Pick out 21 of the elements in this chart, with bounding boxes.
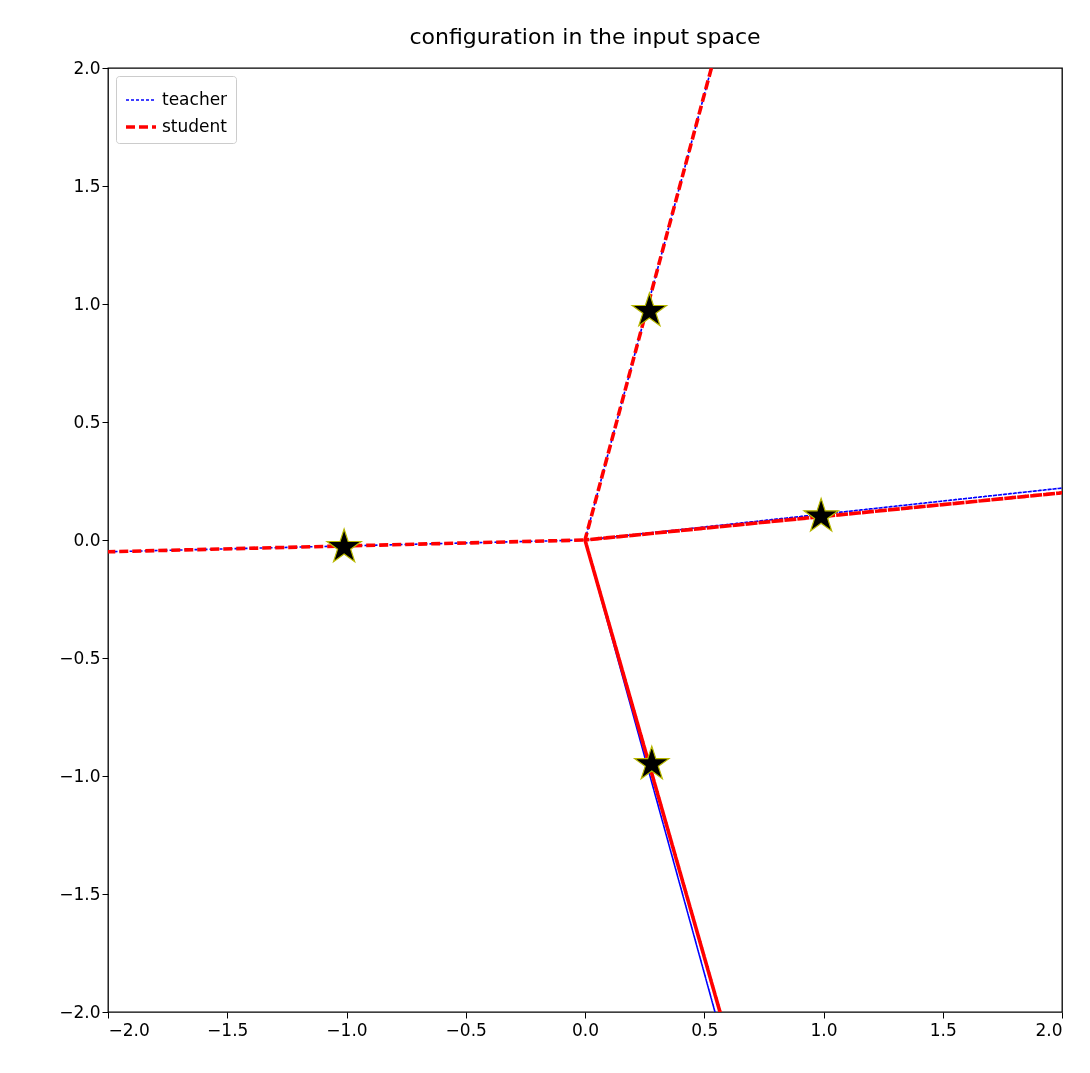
y-tick-label: 1.5 [73,175,101,196]
legend-label: teacher [162,89,228,109]
x-tick-label: −0.5 [445,1019,487,1040]
y-tick-label: −1.0 [59,765,101,786]
x-tick-label: −1.0 [326,1019,368,1040]
y-tick-label: −0.5 [59,647,101,668]
legend-label: student [162,116,228,136]
y-tick-label: 0.5 [73,411,101,432]
y-tick-label: 0.0 [73,529,101,550]
y-tick-label: −1.5 [59,883,101,904]
y-tick-label: −2.0 [59,1001,101,1022]
x-tick-label: 0.0 [571,1019,600,1040]
x-tick-label: −2.0 [108,1019,150,1040]
x-tick-label: 1.0 [810,1019,838,1040]
x-tick-label: 0.5 [691,1019,719,1040]
chart-title: configuration in the input space [409,24,761,49]
x-tick-label: 2.0 [1035,1019,1063,1040]
y-tick-label: 2.0 [73,57,101,78]
y-tick-label: 1.0 [73,293,101,314]
x-tick-label: −1.5 [207,1019,249,1040]
x-tick-label: 1.5 [929,1019,957,1040]
